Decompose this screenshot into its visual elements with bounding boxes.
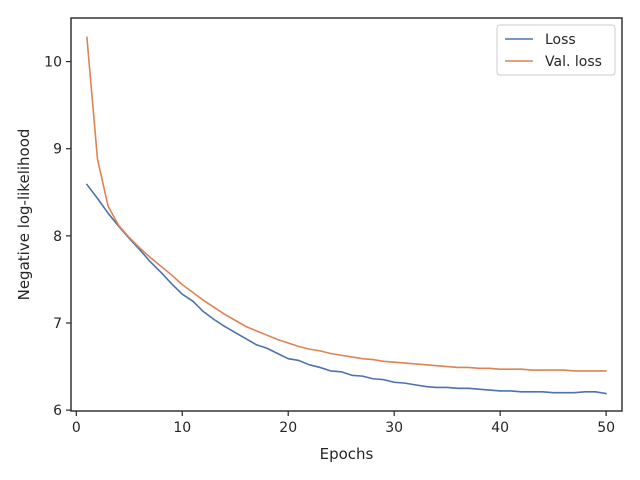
x-tick-label: 10 <box>173 420 191 436</box>
legend-label: Val. loss <box>545 54 602 70</box>
series-line-val-loss <box>86 36 607 372</box>
x-tick-label: 30 <box>385 420 403 436</box>
y-tick-label: 10 <box>44 55 62 71</box>
legend-box <box>496 24 616 76</box>
x-tick-label: 20 <box>279 420 297 436</box>
x-tick-label: 50 <box>597 420 615 436</box>
x-tick-label: 40 <box>491 420 509 436</box>
series-layer <box>86 36 607 395</box>
plot-frame <box>70 17 623 412</box>
x-axis-label: Epochs <box>320 445 374 463</box>
series-line-loss <box>86 183 607 395</box>
y-tick-label: 7 <box>53 316 62 332</box>
y-tick-label: 9 <box>53 142 62 158</box>
x-tick-label: 0 <box>72 420 81 436</box>
y-axis-label: Negative log-likelihood <box>15 129 33 301</box>
legend: Loss Val. loss <box>496 24 616 76</box>
y-axis: 6 7 8 9 10 <box>44 55 71 419</box>
y-tick-label: 6 <box>53 403 62 419</box>
x-axis: 0 10 20 30 40 50 <box>72 411 615 436</box>
y-tick-label: 8 <box>53 229 62 245</box>
legend-label: Loss <box>545 32 576 48</box>
